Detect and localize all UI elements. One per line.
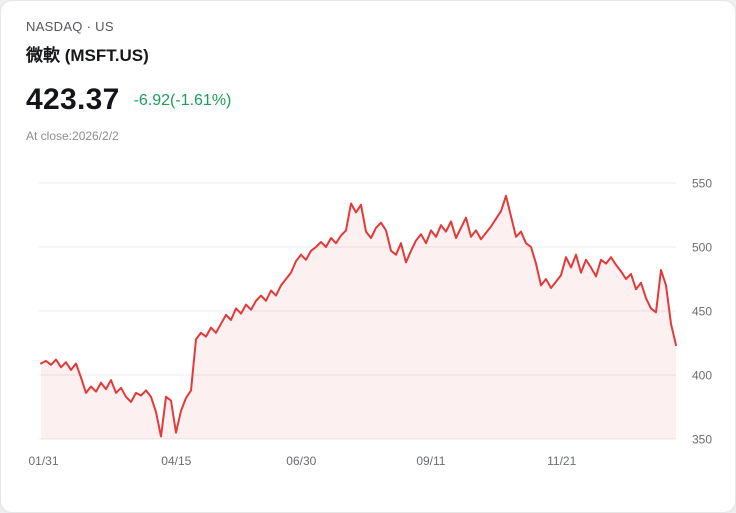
price-chart[interactable]: 550 500 450 400 350 01/31 04/15 06/30 09/11 11/21 — [28, 177, 736, 477]
exchange-label: NASDAQ · US — [26, 19, 114, 34]
price-change: -6.92(-1.61%) — [133, 92, 232, 109]
as-of-label: At close:2026/2/2 — [26, 129, 119, 143]
last-price: 423.37 — [26, 83, 120, 116]
svg-text:550: 550 — [692, 177, 712, 191]
stock-title: 微軟 (MSFT.US) — [26, 46, 149, 65]
price-row: 423.37 -6.92(-1.61%) — [26, 83, 735, 117]
svg-text:500: 500 — [692, 241, 712, 255]
price-chart-svg[interactable]: 550 500 450 400 350 01/31 04/15 06/30 09/11 11/21 — [28, 177, 736, 477]
svg-text:450: 450 — [692, 305, 712, 319]
svg-text:400: 400 — [692, 369, 712, 383]
svg-text:04/15: 04/15 — [161, 454, 191, 468]
svg-text:09/11: 09/11 — [416, 454, 445, 468]
svg-text:06/30: 06/30 — [286, 454, 316, 468]
svg-text:350: 350 — [692, 433, 712, 447]
svg-text:11/21: 11/21 — [547, 454, 576, 468]
svg-text:01/31: 01/31 — [28, 454, 58, 468]
